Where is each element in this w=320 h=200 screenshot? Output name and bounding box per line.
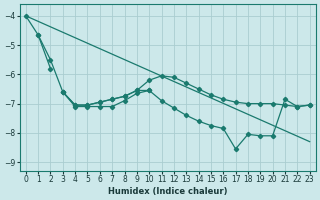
- X-axis label: Humidex (Indice chaleur): Humidex (Indice chaleur): [108, 187, 228, 196]
